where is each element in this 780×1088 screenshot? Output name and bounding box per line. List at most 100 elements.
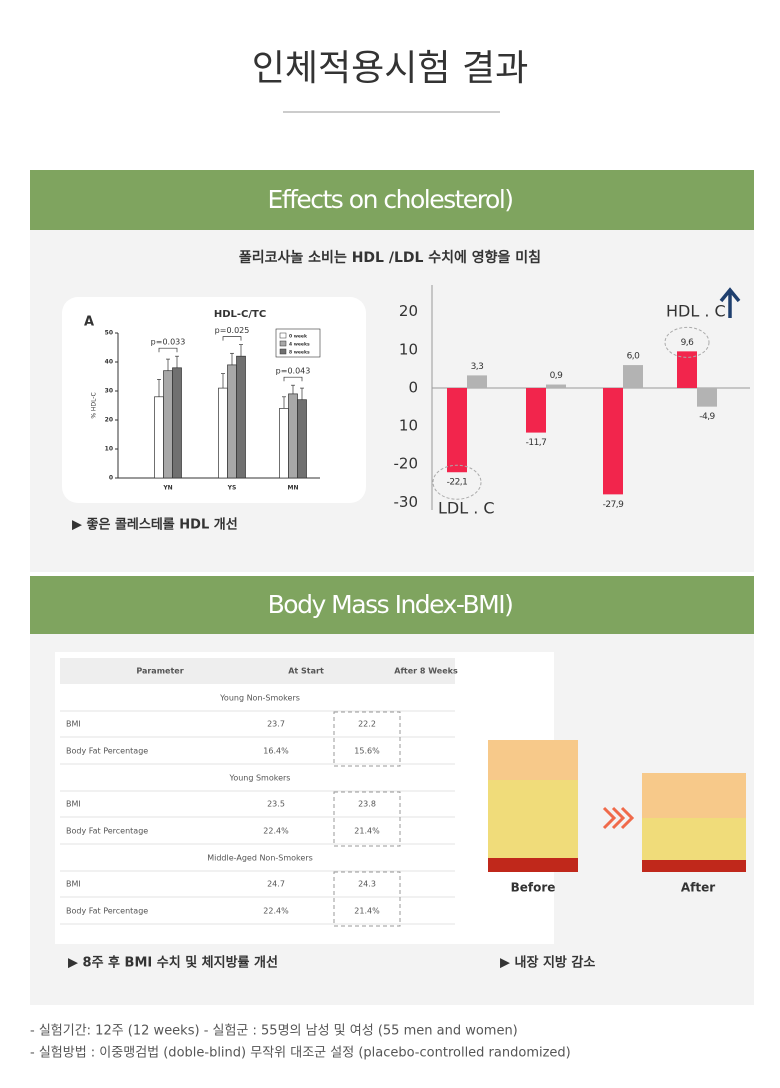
y-tick-label: -20 [394, 455, 419, 473]
cell: 24.7 [267, 880, 285, 889]
bar [526, 387, 546, 433]
caption: ▶ 8주 후 BMI 수치 및 체지방률 개선 [68, 955, 278, 971]
bar [227, 364, 237, 479]
caption: ▶ 내장 지방 감소 [500, 955, 595, 971]
cell: 24.3 [358, 880, 376, 889]
table-header-bg [60, 658, 455, 684]
legend-label: 8 weeks [289, 350, 310, 356]
highlight-ring [432, 464, 482, 500]
x-tick-label: YS [227, 485, 237, 492]
cell: BMI [66, 800, 81, 809]
section-band [30, 576, 754, 634]
cell: 23.5 [267, 800, 285, 809]
bar [623, 365, 643, 388]
cell: Body Fat Percentage [66, 747, 148, 756]
column-header: Parameter [136, 667, 183, 676]
cell: Body Fat Percentage [66, 907, 148, 916]
image-label: Before [511, 881, 556, 895]
bar [697, 387, 717, 407]
section-band [30, 170, 754, 230]
cell: 21.4% [354, 907, 380, 916]
bar [467, 375, 487, 388]
bar [546, 384, 566, 388]
value-label: -27,9 [603, 500, 625, 510]
section-heading: Body Mass Index-BMI) [268, 590, 513, 619]
after-illustration [642, 773, 746, 872]
legend-swatch [279, 340, 287, 347]
highlight-ring [664, 326, 710, 358]
y-tick-label: 20 [105, 417, 113, 424]
bar [172, 367, 182, 479]
table-card [55, 652, 460, 944]
y-axis-label: % HDL-C [91, 392, 98, 418]
value-label: 3,3 [471, 362, 484, 372]
highlight-box [333, 871, 401, 927]
significance-bracket [222, 336, 242, 341]
y-tick-label: 50 [105, 330, 113, 337]
before-illustration [488, 740, 578, 872]
value-label: 0,9 [550, 371, 564, 381]
panel-label: A [84, 315, 94, 330]
cell: 15.6% [354, 747, 380, 756]
value-label: 9,6 [681, 338, 695, 348]
y-tick-label: 10 [105, 446, 113, 453]
p-value: p=0.043 [276, 367, 311, 376]
cell: BMI [66, 880, 81, 889]
y-tick-label: 30 [105, 388, 113, 395]
value-label: 6,0 [627, 352, 641, 362]
significance-bracket [283, 376, 303, 382]
cell: 23.8 [358, 800, 376, 809]
y-tick-label: 20 [399, 302, 418, 320]
y-tick-label: 0 [109, 475, 113, 482]
value-label: -22,1 [447, 478, 468, 488]
column-header: After 8 Weeks [394, 667, 458, 676]
bar [236, 355, 246, 479]
legend-swatch [279, 332, 287, 339]
bar [447, 387, 467, 473]
bar [279, 408, 289, 479]
footer-line: - 실험방법 : 이중맹검법 (doble-blind) 무작위 대조군 설정 … [30, 1046, 571, 1061]
section-heading: Effects on cholesterol) [267, 185, 512, 214]
value-label: -11,7 [526, 438, 547, 448]
cell: 16.4% [263, 747, 289, 756]
y-tick-label: 0 [408, 378, 418, 396]
x-tick-label: YN [162, 485, 172, 492]
value-label: -4,9 [699, 412, 715, 422]
p-value: p=0.025 [215, 326, 250, 335]
group-label: Middle-Aged Non-Smokers [207, 854, 313, 863]
cell: 22.2 [358, 720, 376, 729]
page-title: 인체적용시험 결과 [252, 48, 528, 89]
y-tick-label: 10 [399, 417, 418, 435]
bar [297, 399, 307, 479]
legend-label: 4 weeks [289, 342, 310, 348]
cell: BMI [66, 720, 81, 729]
y-tick-label: 40 [105, 359, 113, 366]
column-header: At Start [288, 667, 324, 676]
cell: 21.4% [354, 827, 380, 836]
cell: 22.4% [263, 827, 289, 836]
annotation: LDL . C [438, 499, 495, 518]
group-label: Young Non-Smokers [219, 694, 300, 703]
section-subtitle: 폴리코사놀 소비는 HDL /LDL 수치에 영향을 미침 [239, 249, 541, 266]
chart-title: HDL-C/TC [214, 309, 266, 320]
cell: 22.4% [263, 907, 289, 916]
bar [163, 370, 173, 479]
caption: ▶ 좋은 콜레스테롤 HDL 개선 [72, 517, 238, 533]
cell: 23.7 [267, 720, 285, 729]
bar [603, 387, 623, 495]
x-tick-label: MN [288, 485, 299, 492]
highlight-box [333, 791, 401, 847]
legend-swatch [279, 348, 287, 355]
y-tick-label: -30 [394, 493, 419, 511]
up-arrow [719, 287, 741, 318]
cell: Body Fat Percentage [66, 827, 148, 836]
bar [154, 396, 164, 479]
bar [218, 387, 228, 479]
significance-bracket [158, 347, 178, 353]
bar [288, 393, 298, 479]
chevrons [602, 806, 635, 830]
p-value: p=0.033 [151, 338, 186, 347]
y-tick-label: 10 [399, 340, 418, 358]
group-label: Young Smokers [229, 774, 291, 783]
